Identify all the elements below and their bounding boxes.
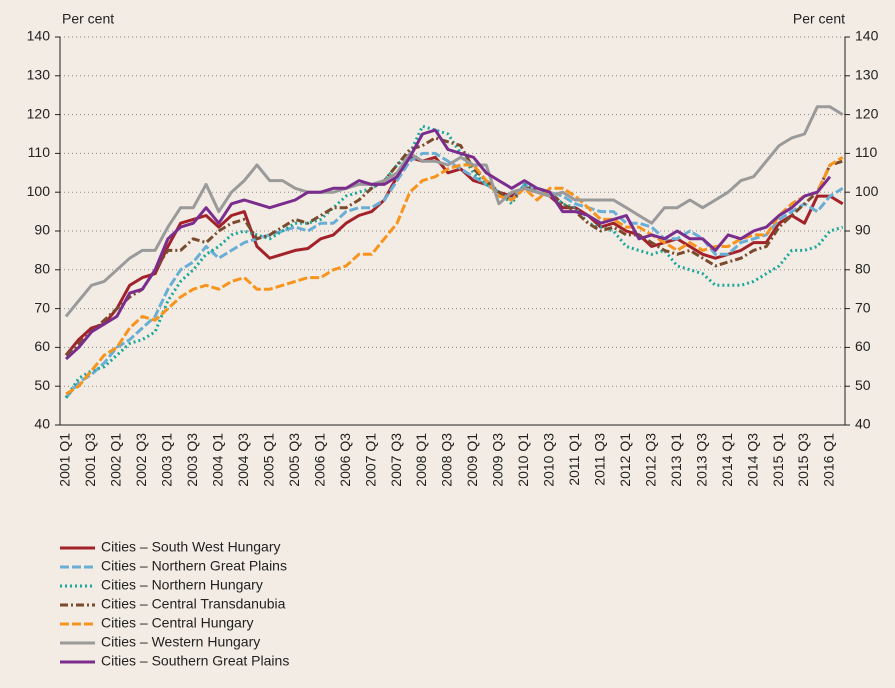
y-tick-label: 100 <box>27 183 51 199</box>
x-tick-label: 2012 Q3 <box>642 433 658 487</box>
x-tick-label: 2010 Q3 <box>541 433 557 487</box>
x-tick-label: 2001 Q1 <box>57 433 73 487</box>
x-tick-label: 2010 Q1 <box>515 433 531 487</box>
x-tick-label: 2016 Q1 <box>821 433 837 487</box>
y-tick-label: 110 <box>28 144 51 160</box>
x-tick-label: 2009 Q1 <box>464 433 480 487</box>
x-tick-label: 2005 Q1 <box>260 433 276 487</box>
x-tick-label: 2004 Q1 <box>210 433 226 487</box>
legend-label: Cities – Northern Hungary <box>101 577 263 593</box>
x-tick-label: 2003 Q1 <box>159 433 175 487</box>
y-tick-label: 80 <box>34 261 50 277</box>
y2-tick-label: 100 <box>855 183 879 199</box>
x-tick-label: 2001 Q3 <box>82 433 98 487</box>
y2-tick-label: 110 <box>855 144 878 160</box>
x-tick-label: 2012 Q1 <box>617 433 633 487</box>
x-tick-label: 2011 Q1 <box>566 433 582 486</box>
x-tick-label: 2006 Q3 <box>337 433 353 487</box>
x-tick-label: 2007 Q3 <box>388 433 404 487</box>
x-tick-label: 2013 Q1 <box>668 433 684 487</box>
y2-tick-label: 40 <box>855 416 871 432</box>
legend-label: Cities – Western Hungary <box>101 634 260 650</box>
y-tick-label: 120 <box>27 105 51 121</box>
x-tick-label: 2006 Q1 <box>311 433 327 487</box>
x-tick-label: 2002 Q1 <box>108 433 124 487</box>
y-tick-label: 140 <box>27 28 51 44</box>
x-tick-label: 2015 Q1 <box>770 433 786 487</box>
y-tick-label: 40 <box>34 416 50 432</box>
x-tick-label: 2014 Q3 <box>744 433 760 487</box>
series-line <box>64 151 844 399</box>
legend-label: Cities – Central Transdanubia <box>101 596 286 612</box>
y2-tick-label: 90 <box>855 222 871 238</box>
y-tick-label: 60 <box>34 338 50 354</box>
y2-tick-label: 60 <box>855 338 871 354</box>
y2-tick-label: 80 <box>855 261 871 277</box>
y-tick-label: 90 <box>34 222 50 238</box>
x-tick-label: 2014 Q1 <box>719 433 735 487</box>
y-tick-label: 130 <box>27 67 51 83</box>
legend-label: Cities – Southern Great Plains <box>101 653 289 669</box>
x-tick-label: 2007 Q1 <box>362 433 378 487</box>
y2-tick-label: 120 <box>855 105 879 121</box>
x-tick-label: 2008 Q3 <box>439 433 455 487</box>
series-line <box>64 128 832 361</box>
x-tick-label: 2004 Q3 <box>235 433 251 487</box>
y2-tick-label: 130 <box>855 67 879 83</box>
x-tick-label: 2002 Q3 <box>133 433 149 487</box>
y-tick-label: 50 <box>34 377 50 393</box>
y2-tick-label: 140 <box>855 28 879 44</box>
x-tick-label: 2015 Q3 <box>795 433 811 487</box>
x-tick-label: 2011 Q3 <box>592 433 608 486</box>
legend-label: Cities – Central Hungary <box>101 615 254 631</box>
x-tick-label: 2013 Q3 <box>693 433 709 487</box>
y2-axis-label: Per cent <box>793 11 845 27</box>
x-tick-label: 2009 Q3 <box>490 433 506 487</box>
series-line <box>64 105 844 318</box>
x-tick-label: 2008 Q1 <box>413 433 429 487</box>
y-tick-label: 70 <box>34 299 50 315</box>
y-axis-label: Per cent <box>62 11 114 27</box>
series-line <box>64 136 844 357</box>
x-tick-label: 2003 Q3 <box>184 433 200 487</box>
x-tick-label: 2005 Q3 <box>286 433 302 487</box>
series-line <box>64 124 844 399</box>
y2-tick-label: 50 <box>855 377 871 393</box>
legend-label: Cities – Northern Great Plains <box>101 558 287 574</box>
y2-tick-label: 70 <box>855 299 871 315</box>
legend-label: Cities – South West Hungary <box>101 539 281 555</box>
